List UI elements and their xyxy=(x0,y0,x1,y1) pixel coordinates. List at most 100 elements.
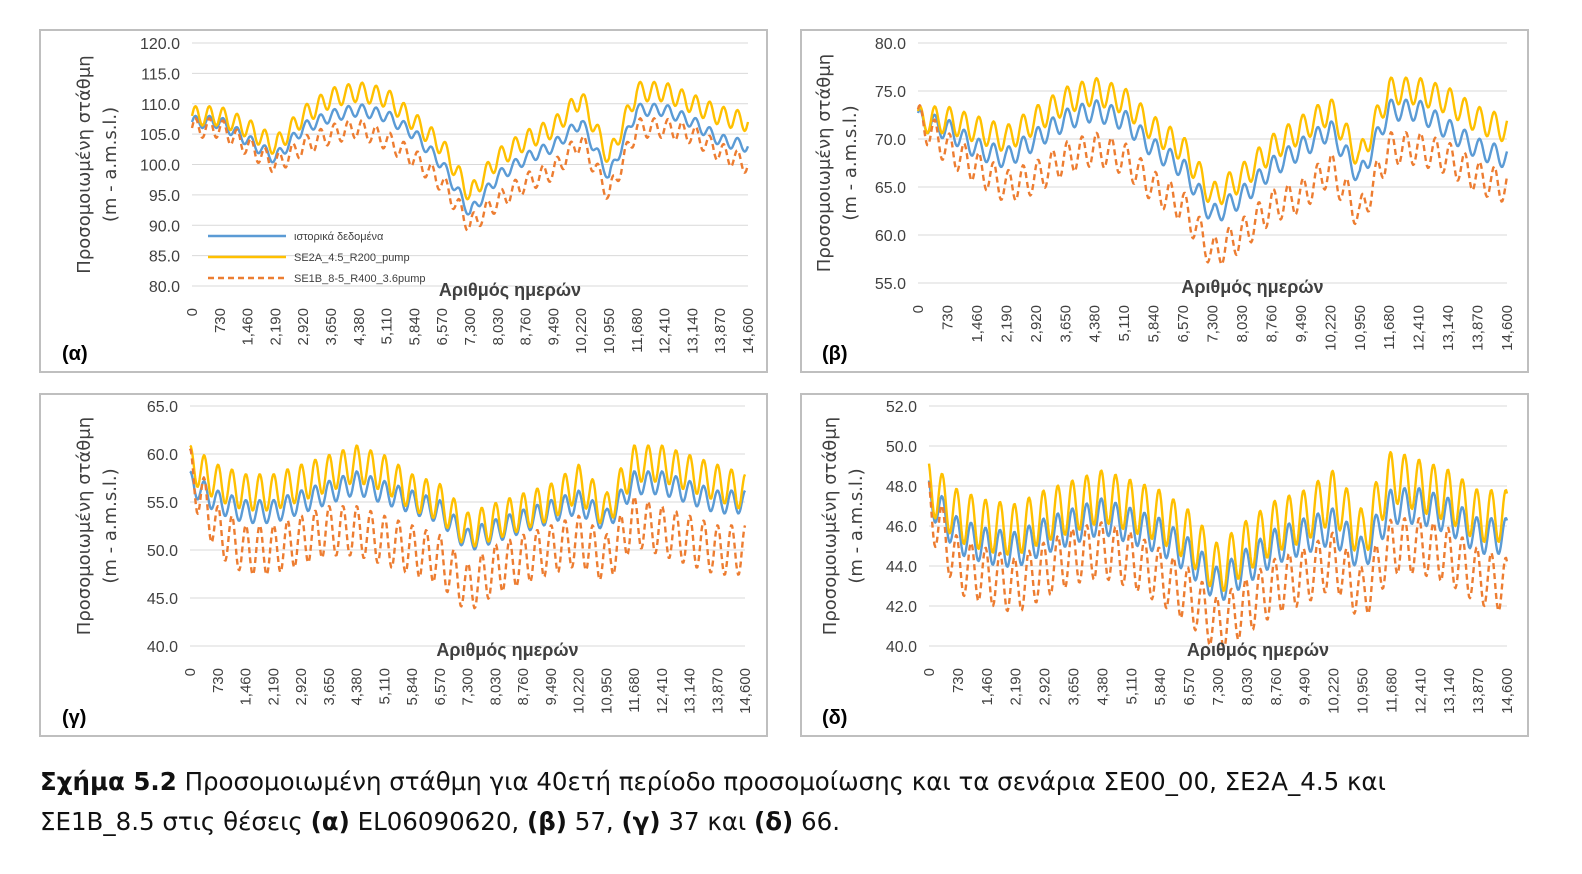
caption-location-a: EL06090620, xyxy=(349,807,527,836)
caption-label-b: (β) xyxy=(527,807,567,836)
x-tick-label: 8,030 xyxy=(1234,305,1251,343)
caption-figure-label: Σχήμα 5.2 xyxy=(40,767,177,796)
y-axis-title: (m - a.m.s.l.) xyxy=(846,468,867,583)
x-tick-label: 13,870 xyxy=(1470,305,1487,351)
x-tick-label: 10,220 xyxy=(573,308,590,354)
y-tick-label: 48.0 xyxy=(886,479,917,496)
x-tick-label: 0 xyxy=(182,668,199,676)
y-tick-label: 40.0 xyxy=(147,639,178,656)
x-tick-label: 13,140 xyxy=(684,308,701,354)
y-tick-label: 45.0 xyxy=(147,591,178,608)
x-tick-label: 10,220 xyxy=(1326,668,1343,714)
x-tick-label: 13,140 xyxy=(1440,305,1457,351)
chart-panel-2: 80.0 75.0 70.0 65.0 60.0 55.0 0 730 1,460 2,190 2,… xyxy=(800,29,1529,373)
y-axis-title: Προσομοιωμένη στάθμη xyxy=(814,54,835,272)
y-tick-label: 85.0 xyxy=(149,249,180,266)
x-tick-label: 4,380 xyxy=(351,308,368,346)
x-tick-label: 14,600 xyxy=(740,308,757,354)
x-tick-label: 6,570 xyxy=(432,668,449,706)
chart-panel-3: 65.0 60.0 55.0 50.0 45.0 40.0 0 730 1,460 2,190 2,… xyxy=(39,393,768,737)
x-tick-label: 12,410 xyxy=(1411,305,1428,351)
y-tick-label: 50.0 xyxy=(886,439,917,456)
x-tick-label: 730 xyxy=(210,668,227,693)
series-line-2 xyxy=(190,80,750,201)
caption-label-c: (γ) xyxy=(621,807,661,836)
legend-entry: SE1B_8-5_R400_3.6pump xyxy=(294,273,425,285)
x-tick-label: 6,570 xyxy=(1175,305,1192,343)
x-tick-label: 13,870 xyxy=(1470,668,1487,714)
y-axis-title: (m - a.m.s.l.) xyxy=(100,468,121,583)
x-tick-label: 10,220 xyxy=(571,668,588,714)
x-tick-label: 11,680 xyxy=(626,668,643,713)
y-tick-label: 95.0 xyxy=(149,188,180,205)
x-tick-label: 9,490 xyxy=(543,668,560,706)
y-tick-label: 75.0 xyxy=(875,84,906,101)
x-axis-title: Αριθμός ημερών xyxy=(439,280,581,300)
series-line-3 xyxy=(190,117,750,232)
y-tick-label: 90.0 xyxy=(149,218,180,235)
y-tick-label: 65.0 xyxy=(875,180,906,197)
x-tick-label: 3,650 xyxy=(323,308,340,346)
chart-frame xyxy=(800,29,1529,373)
series-line-2 xyxy=(189,444,747,548)
series-line-3 xyxy=(188,448,747,610)
x-axis-title: Αριθμός ημερών xyxy=(1181,277,1323,297)
x-tick-label: 12,410 xyxy=(657,308,674,354)
x-axis-title: Αριθμός ημερών xyxy=(1187,640,1329,660)
x-tick-label: 4,380 xyxy=(1094,668,1111,706)
series-line-1 xyxy=(189,470,747,551)
x-tick-label: 13,140 xyxy=(682,668,699,714)
y-tick-label: 115.0 xyxy=(141,66,180,83)
x-tick-label: 2,920 xyxy=(1028,305,1045,343)
x-tick-label: 1,460 xyxy=(979,668,996,706)
legend-entry: ιστορικά δεδομένα xyxy=(294,231,384,243)
y-tick-label: 70.0 xyxy=(875,132,906,149)
y-tick-label: 55.0 xyxy=(147,495,178,512)
x-tick-label: 5,110 xyxy=(1116,305,1133,341)
caption-text-2: ΣΕ1Β_8.5 στις θέσεις xyxy=(40,807,311,836)
x-tick-label: 8,760 xyxy=(1263,305,1280,343)
series-line-2 xyxy=(927,450,1509,592)
x-tick-label: 0 xyxy=(184,308,201,316)
x-tick-label: 14,600 xyxy=(1499,668,1516,714)
panel-label: (α) xyxy=(62,343,88,365)
x-tick-label: 2,190 xyxy=(267,308,284,346)
x-tick-label: 3,650 xyxy=(1057,305,1074,343)
x-tick-label: 8,030 xyxy=(1239,668,1256,706)
x-tick-label: 3,650 xyxy=(1066,668,1083,706)
x-tick-label: 2,920 xyxy=(295,308,312,346)
y-tick-label: 60.0 xyxy=(147,447,178,464)
x-tick-label: 1,460 xyxy=(240,308,257,346)
x-tick-label: 10,950 xyxy=(1355,668,1372,714)
x-tick-label: 5,110 xyxy=(379,308,396,344)
caption-location-c: 37 και xyxy=(660,807,754,836)
x-tick-label: 11,680 xyxy=(629,308,646,353)
y-tick-label: 110.0 xyxy=(141,97,180,114)
y-axis-title: (m - a.m.s.l.) xyxy=(100,107,121,222)
series-line-1 xyxy=(190,102,750,216)
x-tick-label: 8,760 xyxy=(518,308,535,346)
y-tick-label: 44.0 xyxy=(886,559,917,576)
x-tick-label: 730 xyxy=(939,305,956,330)
x-tick-label: 4,380 xyxy=(349,668,366,706)
x-tick-label: 6,570 xyxy=(434,308,451,346)
x-tick-label: 9,490 xyxy=(1293,305,1310,343)
x-tick-label: 12,410 xyxy=(654,668,671,714)
series-line-1 xyxy=(916,98,1509,222)
x-tick-label: 5,110 xyxy=(376,668,393,704)
y-tick-label: 46.0 xyxy=(886,519,917,536)
x-tick-label: 2,190 xyxy=(998,305,1015,343)
x-tick-label: 12,410 xyxy=(1412,668,1429,714)
x-tick-label: 13,870 xyxy=(709,668,726,714)
x-tick-label: 730 xyxy=(212,308,229,333)
y-tick-label: 55.0 xyxy=(875,276,906,293)
x-tick-label: 14,600 xyxy=(737,668,754,714)
y-tick-label: 80.0 xyxy=(875,36,906,53)
caption-location-b: 57, xyxy=(566,807,622,836)
x-tick-label: 7,300 xyxy=(462,308,479,346)
x-tick-label: 1,460 xyxy=(238,668,255,706)
x-tick-label: 10,220 xyxy=(1322,305,1339,351)
x-tick-label: 1,460 xyxy=(969,305,986,343)
y-tick-label: 100.0 xyxy=(140,158,180,175)
y-tick-label: 40.0 xyxy=(886,639,917,656)
